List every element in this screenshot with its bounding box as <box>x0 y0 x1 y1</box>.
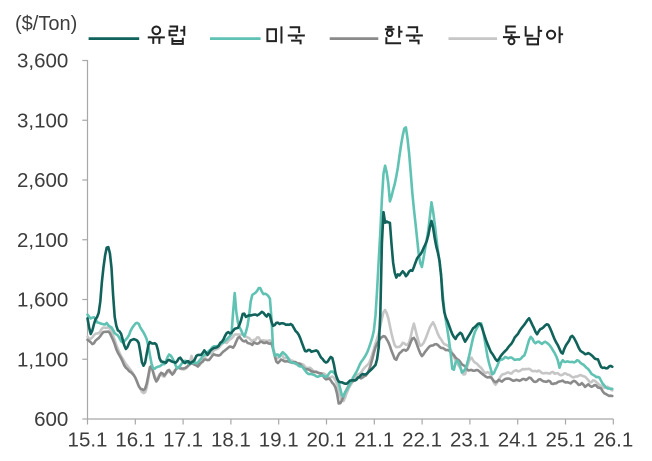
svg-text:26.1: 26.1 <box>593 429 633 452</box>
svg-text:23.1: 23.1 <box>450 429 490 452</box>
svg-text:24.1: 24.1 <box>498 429 538 452</box>
svg-text:16.1: 16.1 <box>115 429 155 452</box>
svg-text:15.1: 15.1 <box>68 429 108 452</box>
svg-text:21.1: 21.1 <box>354 429 394 452</box>
svg-text:17.1: 17.1 <box>163 429 203 452</box>
svg-text:600: 600 <box>34 408 68 431</box>
svg-text:22.1: 22.1 <box>402 429 442 452</box>
svg-text:1,100: 1,100 <box>17 348 68 371</box>
svg-text:($/Ton): ($/Ton) <box>15 13 77 35</box>
svg-text:3,600: 3,600 <box>17 50 68 73</box>
svg-text:19.1: 19.1 <box>259 429 299 452</box>
svg-text:2,600: 2,600 <box>17 169 68 192</box>
svg-text:25.1: 25.1 <box>546 429 586 452</box>
svg-text:2,100: 2,100 <box>17 229 68 252</box>
svg-text:18.1: 18.1 <box>211 429 251 452</box>
svg-text:1,600: 1,600 <box>17 289 68 312</box>
svg-text:20.1: 20.1 <box>307 429 347 452</box>
svg-text:3,100: 3,100 <box>17 109 68 132</box>
